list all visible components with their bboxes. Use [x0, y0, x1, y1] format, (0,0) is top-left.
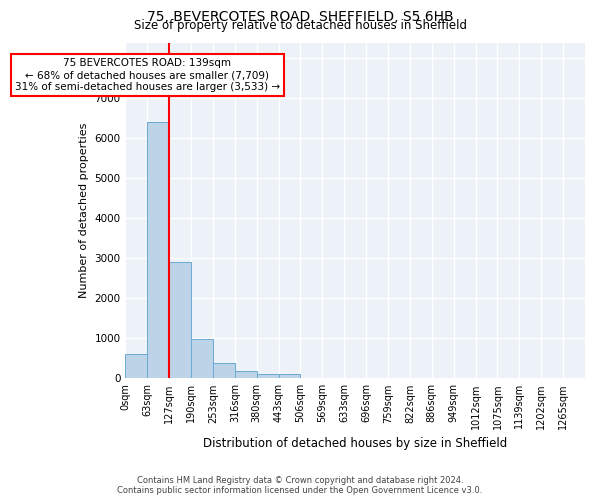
Bar [169, 262, 191, 378]
X-axis label: Distribution of detached houses by size in Sheffield: Distribution of detached houses by size … [203, 437, 508, 450]
Bar [235, 371, 257, 378]
Text: Contains HM Land Registry data © Crown copyright and database right 2024.
Contai: Contains HM Land Registry data © Crown c… [118, 476, 482, 495]
Bar [191, 338, 213, 378]
Text: 75 BEVERCOTES ROAD: 139sqm
← 68% of detached houses are smaller (7,709)
31% of s: 75 BEVERCOTES ROAD: 139sqm ← 68% of deta… [15, 58, 280, 92]
Bar [213, 363, 235, 378]
Text: Size of property relative to detached houses in Sheffield: Size of property relative to detached ho… [133, 19, 467, 32]
Bar [257, 374, 278, 378]
Bar [148, 122, 169, 378]
Bar [125, 354, 148, 378]
Text: 75, BEVERCOTES ROAD, SHEFFIELD, S5 6HB: 75, BEVERCOTES ROAD, SHEFFIELD, S5 6HB [146, 10, 454, 24]
Y-axis label: Number of detached properties: Number of detached properties [79, 122, 89, 298]
Bar [278, 374, 301, 378]
